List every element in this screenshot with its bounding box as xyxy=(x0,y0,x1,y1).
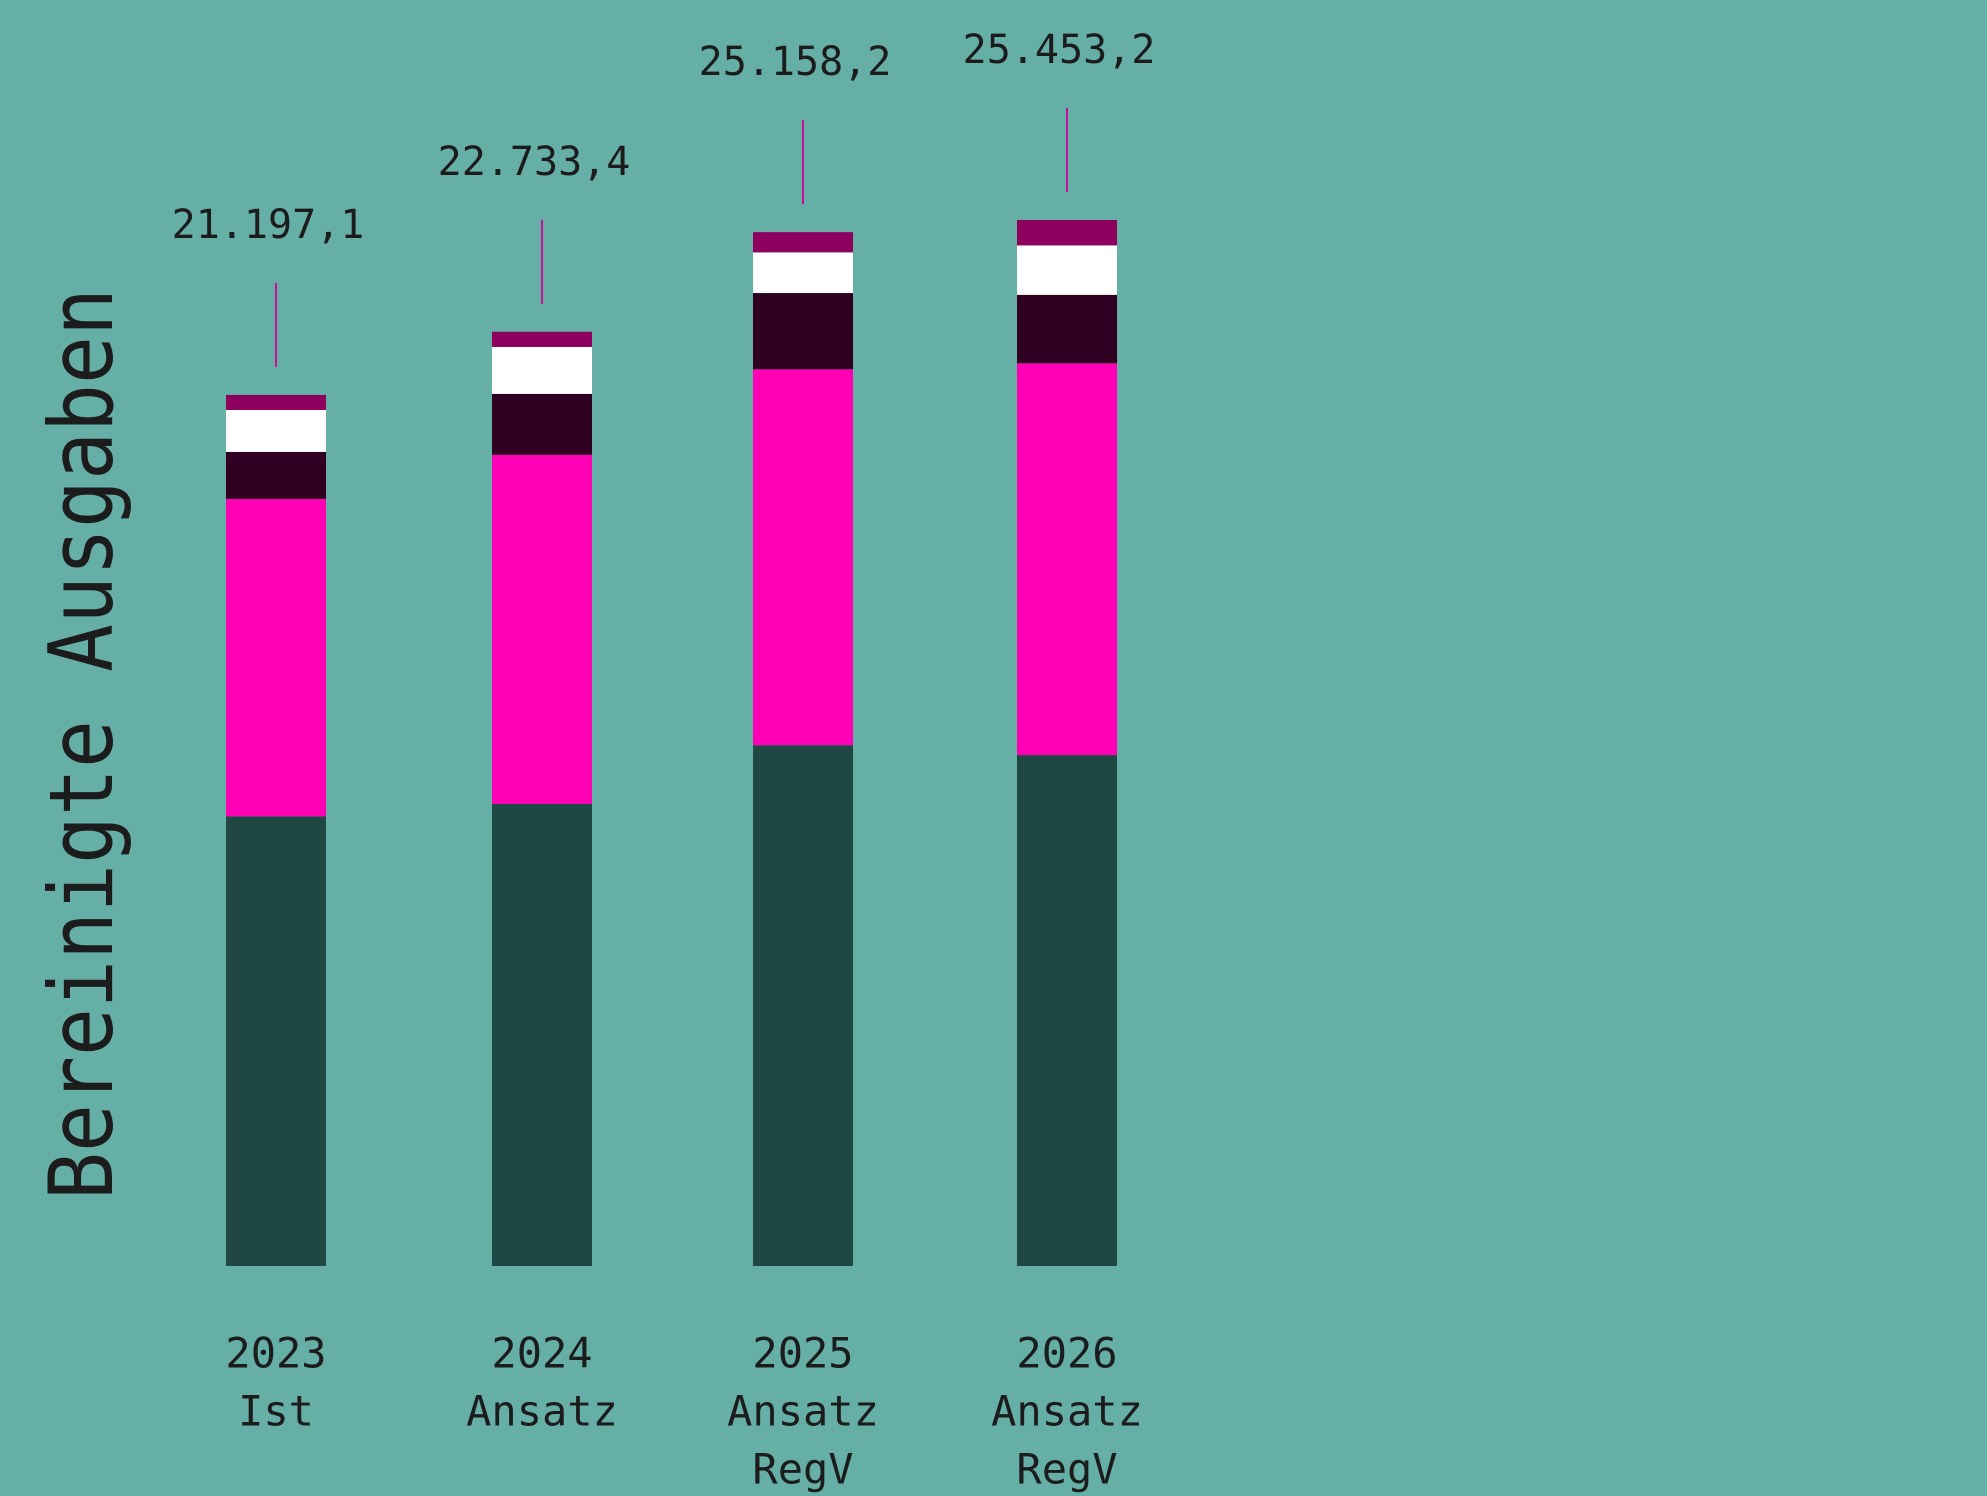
bar-segment xyxy=(226,816,326,1266)
y-axis-title: Bereinigte Ausgaben xyxy=(30,288,133,1200)
x-tick-label: 2023 xyxy=(225,1329,326,1378)
x-tick-label: RegV xyxy=(752,1445,853,1494)
bar-segment xyxy=(1017,363,1117,756)
x-tick-label: Ist xyxy=(238,1387,314,1436)
total-label: 25.453,2 xyxy=(963,27,1156,73)
bar-segment xyxy=(226,498,326,817)
bar-segment xyxy=(492,346,592,394)
total-label: 25.158,2 xyxy=(699,39,892,85)
bar-segment xyxy=(753,369,853,746)
bar-segment xyxy=(492,393,592,455)
bar-segment xyxy=(492,454,592,804)
x-tick-label: Ansatz xyxy=(727,1387,879,1436)
x-tick-label: 2024 xyxy=(491,1329,592,1378)
x-tick-label: 2026 xyxy=(1016,1329,1117,1378)
bar-segment xyxy=(753,252,853,294)
bar-segment xyxy=(753,745,853,1266)
x-tick-label: Ansatz xyxy=(466,1387,618,1436)
bar-segment xyxy=(753,293,853,370)
bar-segment xyxy=(1017,220,1117,246)
x-tick-label: RegV xyxy=(1016,1445,1117,1494)
bar-segment xyxy=(492,803,592,1266)
bar-segment xyxy=(753,232,853,253)
total-label: 22.733,4 xyxy=(438,139,631,185)
bar-segment xyxy=(226,409,326,452)
bar-segment xyxy=(1017,294,1117,364)
bar-segment xyxy=(492,331,592,347)
total-label: 21.197,1 xyxy=(172,202,365,248)
x-tick-label: 2025 xyxy=(752,1329,853,1378)
bar-segment xyxy=(1017,245,1117,295)
x-tick-label: Ansatz xyxy=(991,1387,1143,1436)
bar-segment xyxy=(226,394,326,410)
bar-segment xyxy=(1017,755,1117,1266)
bar-segment xyxy=(226,451,326,499)
